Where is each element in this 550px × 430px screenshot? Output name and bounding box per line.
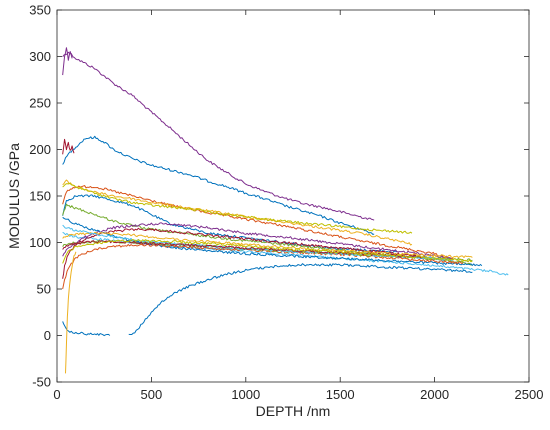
series-line-1 [62, 51, 375, 221]
y-tick-label: 250 [29, 96, 51, 111]
x-tick-label: 500 [141, 387, 163, 402]
series-line-11 [62, 216, 483, 267]
series-line-19 [128, 263, 473, 336]
x-tick-label: 0 [53, 387, 60, 402]
x-tick-label: 1000 [231, 387, 260, 402]
series-line-4 [62, 185, 454, 260]
y-tick-label: 150 [29, 189, 51, 204]
series-layer [62, 47, 509, 374]
series-line-22 [62, 138, 75, 155]
series-line-20 [65, 251, 77, 374]
series-line-14 [62, 239, 473, 262]
series-line-10 [62, 222, 454, 261]
y-tick-label: 100 [29, 235, 51, 250]
series-line-21 [62, 47, 73, 76]
series-line-5 [62, 179, 413, 246]
series-line-2 [62, 135, 375, 235]
y-tick-label: 300 [29, 49, 51, 64]
y-tick-label: 200 [29, 142, 51, 157]
x-tick-label: 2000 [420, 387, 449, 402]
series-line-7 [62, 182, 413, 234]
x-axis-title: DEPTH /nm [256, 403, 331, 419]
series-line-17 [62, 239, 473, 264]
y-axis-title: MODULUS /GPa [6, 143, 22, 249]
y-tick-label: 50 [37, 282, 51, 297]
y-tick-label: 350 [29, 3, 51, 18]
x-tick-label: 1500 [326, 387, 355, 402]
x-tick-label: 2500 [515, 387, 544, 402]
y-tick-label: 0 [44, 328, 51, 343]
y-tick-label: -50 [32, 375, 51, 390]
plot-background [57, 10, 529, 382]
axes-box [56, 9, 530, 383]
series-line-18 [62, 321, 111, 337]
